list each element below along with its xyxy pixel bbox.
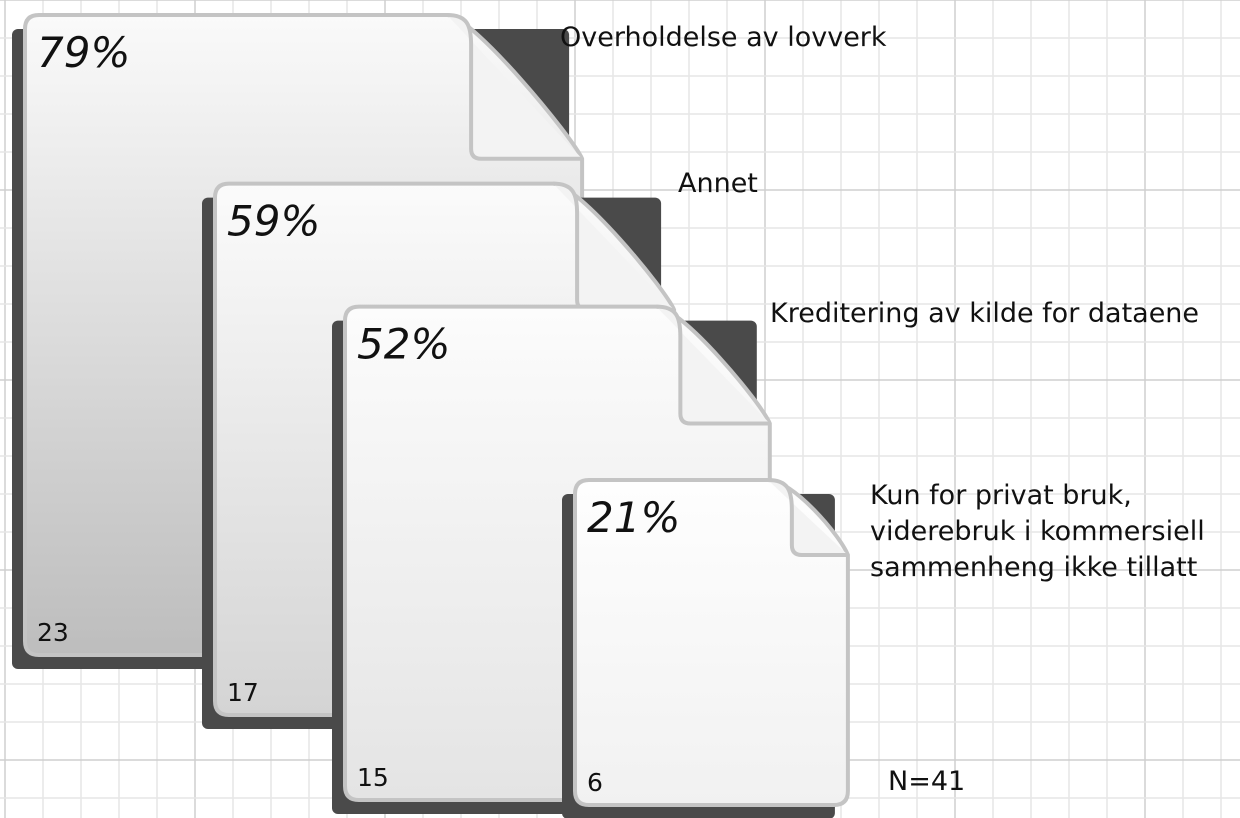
document-fold [656, 304, 770, 426]
count-label: 23 [37, 618, 69, 647]
document [573, 477, 850, 807]
count-label: 17 [227, 678, 259, 707]
count-label: 6 [587, 768, 603, 797]
document-fold [767, 477, 848, 558]
category-label: Annet [678, 168, 758, 199]
category-label: Kun for privat bruk, viderebruk i kommer… [870, 480, 1205, 583]
value-label: 52% [357, 320, 450, 369]
sample-size: N=41 [888, 766, 965, 797]
count-label: 15 [357, 763, 389, 792]
value-label: 59% [227, 197, 320, 246]
category-label: Kreditering av kilde for dataene [770, 298, 1200, 329]
value-label: 79% [37, 28, 130, 77]
document-fold [447, 13, 583, 161]
value-label: 21% [587, 493, 680, 542]
category-label: Overholdelse av lovverk [560, 22, 887, 53]
documents: 79% 23 59% 17 52% 15 21% 6 [12, 13, 850, 818]
